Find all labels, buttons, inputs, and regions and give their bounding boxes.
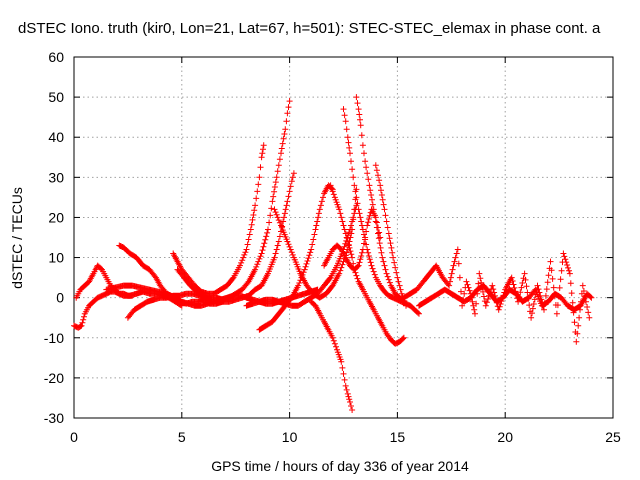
plus-marker-path [321,206,384,273]
y-tick-label: 10 [48,250,64,266]
series-15 [353,94,407,305]
plus-marker-path [353,94,407,305]
series-17 [308,298,356,413]
x-tick-label: 10 [282,429,298,445]
y-tick-label: -10 [44,330,64,346]
grid-lines [74,57,613,418]
x-tick-label: 25 [605,429,621,445]
series-19 [416,282,595,313]
series-9 [256,182,336,333]
y-tick-label: 60 [48,49,64,65]
x-tick-label: 20 [497,429,513,445]
axis-ticks: 0 5 10 15 20 25 60 50 40 30 20 10 0 -10 -20 -30 [44,49,621,445]
series-13 [327,182,407,347]
y-tick-label: 50 [48,89,64,105]
plus-marker-path [243,202,360,309]
plus-marker-path [400,246,593,345]
plus-marker-path [308,298,356,413]
series-11 [271,186,360,301]
plus-marker-path [256,182,336,333]
y-tick-label: -30 [44,410,64,426]
plus-marker-path [200,170,297,307]
x-tick-label: 5 [178,429,186,445]
series-10 [243,202,360,309]
x-axis-label: GPS time / hours of day 336 of year 2014 [211,458,469,474]
x-tick-label: 0 [70,429,78,445]
data-marks [71,94,595,413]
series-18 [400,246,593,345]
plot-frame [73,56,614,419]
y-tick-label: 30 [48,169,64,185]
y-axis-label: dSTEC / TECUs [9,187,25,289]
x-tick-label: 15 [390,429,406,445]
plus-marker-path [271,186,360,301]
plus-marker-path [327,182,407,347]
chart-title: dSTEC Iono. truth (kir0, Lon=21, Lat=67,… [18,20,601,37]
y-tick-label: 40 [48,129,64,145]
y-tick-label: -20 [44,370,64,386]
y-tick-label: 20 [48,209,64,225]
y-tick-label: 0 [56,290,64,306]
series-12 [321,206,384,273]
plus-marker-path [174,98,293,303]
series-8 [200,170,297,307]
plus-marker-path [416,282,595,313]
series-7 [174,98,293,303]
